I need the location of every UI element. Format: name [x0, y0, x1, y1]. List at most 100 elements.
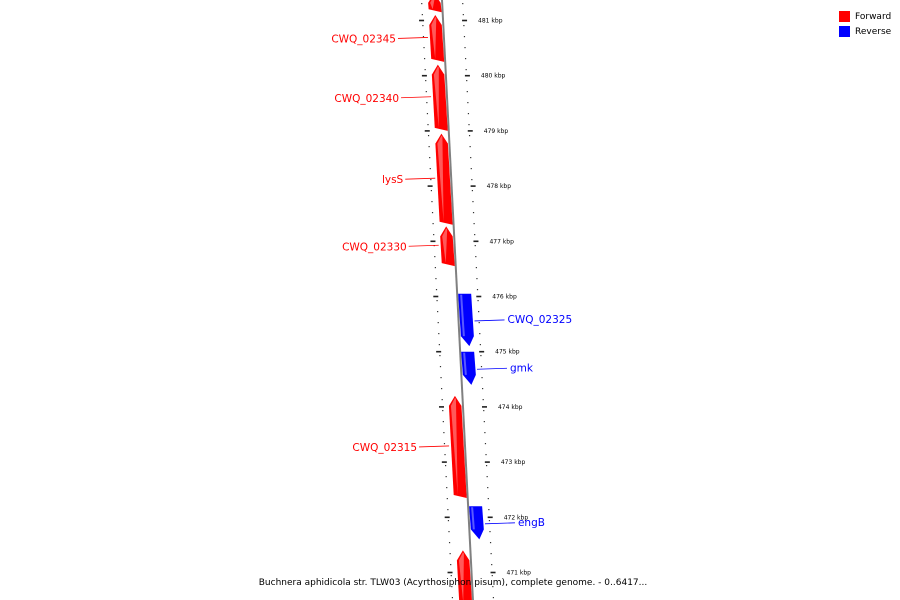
minor-dot-left: [426, 113, 429, 115]
minor-dot-left: [434, 267, 436, 269]
minor-dot-left: [448, 542, 451, 544]
minor-dot-right: [491, 575, 493, 577]
minor-dot-right: [468, 135, 471, 137]
minor-dot-left: [447, 520, 450, 522]
minor-dot-left: [448, 531, 450, 533]
gene-arrow[interactable]: [461, 351, 476, 385]
gene-highlight: [430, 0, 435, 10]
minor-dot-left: [435, 278, 437, 280]
gene-cwq_02315[interactable]: CWQ_02315: [352, 395, 467, 498]
major-tick-right: [462, 19, 468, 22]
minor-dot-left: [446, 498, 448, 500]
tick-label: 479 kbp: [484, 128, 509, 135]
gene-label[interactable]: engB: [518, 517, 545, 529]
minor-dot-right: [478, 322, 480, 324]
major-tick-left: [441, 461, 447, 463]
gene-highlight: [431, 16, 437, 59]
gene-leader-line: [408, 244, 439, 247]
gene-label[interactable]: CWQ_02325: [508, 314, 573, 326]
minor-dot-left: [434, 256, 436, 258]
minor-dot-right: [491, 564, 493, 566]
minor-dot-right: [479, 333, 481, 335]
major-tick-left: [436, 350, 442, 353]
minor-dot-left: [441, 388, 443, 390]
major-tick-right: [467, 130, 473, 132]
gene-label[interactable]: lysS: [382, 174, 404, 186]
minor-dot-left: [422, 36, 425, 38]
major-tick-right: [479, 350, 485, 353]
minor-dot-right: [488, 520, 491, 522]
minor-dot-right: [475, 256, 477, 258]
minor-dot-right: [484, 432, 486, 434]
gene-arrow[interactable]: [456, 550, 472, 600]
tick-label: 477 kbp: [489, 238, 514, 245]
minor-dot-left: [425, 80, 427, 82]
gene-lyss[interactable]: lysS: [382, 133, 453, 225]
gene-cwq_02325[interactable]: CWQ_02325: [458, 293, 573, 347]
major-tick-left: [444, 516, 450, 519]
gene-cwq_02330[interactable]: CWQ_02330: [342, 226, 455, 267]
gene-label[interactable]: CWQ_02315: [352, 442, 417, 454]
minor-dot-right: [474, 234, 476, 236]
gene-highlight: [463, 352, 467, 375]
minor-dot-right: [462, 3, 464, 5]
legend-item-reverse[interactable]: Reverse: [839, 24, 891, 39]
major-tick-right: [487, 516, 493, 519]
minor-dot-right: [470, 157, 472, 159]
minor-dot-right: [472, 212, 475, 214]
gene-label[interactable]: CWQ_02330: [342, 241, 407, 253]
gene-engb[interactable]: engB: [469, 506, 545, 540]
gene-cwq_02345[interactable]: CWQ_02345: [331, 14, 445, 62]
gene-unlabeled[interactable]: [456, 550, 472, 600]
minor-dot-right: [487, 498, 489, 500]
minor-dot-left: [451, 586, 453, 588]
gene-leader-line: [484, 522, 515, 525]
minor-dot-right: [479, 344, 481, 346]
gene-arrow[interactable]: [431, 64, 448, 131]
minor-dot-left: [436, 300, 438, 302]
minor-dot-right: [463, 36, 466, 38]
minor-dot-right: [477, 300, 479, 302]
minor-dot-right: [480, 366, 483, 368]
minor-dot-right: [482, 399, 484, 401]
minor-dot-right: [482, 388, 484, 390]
gene-arrow[interactable]: [435, 133, 453, 225]
minor-dot-left: [443, 432, 445, 434]
gene-cwq_02340[interactable]: CWQ_02340: [334, 64, 448, 131]
minor-dot-left: [431, 212, 434, 214]
gene-gmk[interactable]: gmk: [461, 351, 534, 385]
minor-dot-left: [444, 465, 447, 467]
minor-dot-right: [490, 553, 492, 555]
gene-arrow[interactable]: [428, 0, 442, 13]
gene-arrow[interactable]: [448, 395, 467, 498]
minor-dot-left: [441, 399, 443, 401]
major-tick-right: [490, 571, 496, 574]
minor-dot-left: [438, 333, 440, 335]
minor-dot-left: [425, 91, 427, 93]
gene-highlight: [458, 552, 464, 600]
gene-arrow[interactable]: [440, 226, 455, 267]
tick-label: 474 kbp: [498, 404, 523, 411]
gene-unlabeled[interactable]: [428, 0, 442, 13]
gene-arrow[interactable]: [469, 506, 484, 540]
minor-dot-left: [431, 201, 433, 203]
gene-arrow[interactable]: [429, 14, 445, 62]
gene-label[interactable]: gmk: [510, 362, 534, 374]
minor-dot-left: [429, 168, 431, 170]
legend-item-forward[interactable]: Forward: [839, 9, 891, 24]
minor-dot-left: [442, 421, 444, 423]
minor-dot-right: [467, 113, 470, 115]
minor-dot-right: [466, 91, 468, 93]
major-tick-right: [484, 461, 490, 463]
gene-label[interactable]: CWQ_02340: [334, 93, 399, 105]
minor-dot-left: [439, 355, 441, 357]
minor-dot-right: [472, 201, 474, 203]
gene-arrow[interactable]: [458, 293, 474, 347]
gene-leader-line: [474, 319, 505, 322]
minor-dot-right: [492, 597, 495, 599]
minor-dot-left: [451, 597, 454, 599]
gene-label[interactable]: CWQ_02345: [331, 33, 396, 45]
minor-dot-left: [439, 366, 442, 368]
minor-dot-left: [446, 487, 448, 489]
minor-dot-left: [423, 58, 426, 60]
